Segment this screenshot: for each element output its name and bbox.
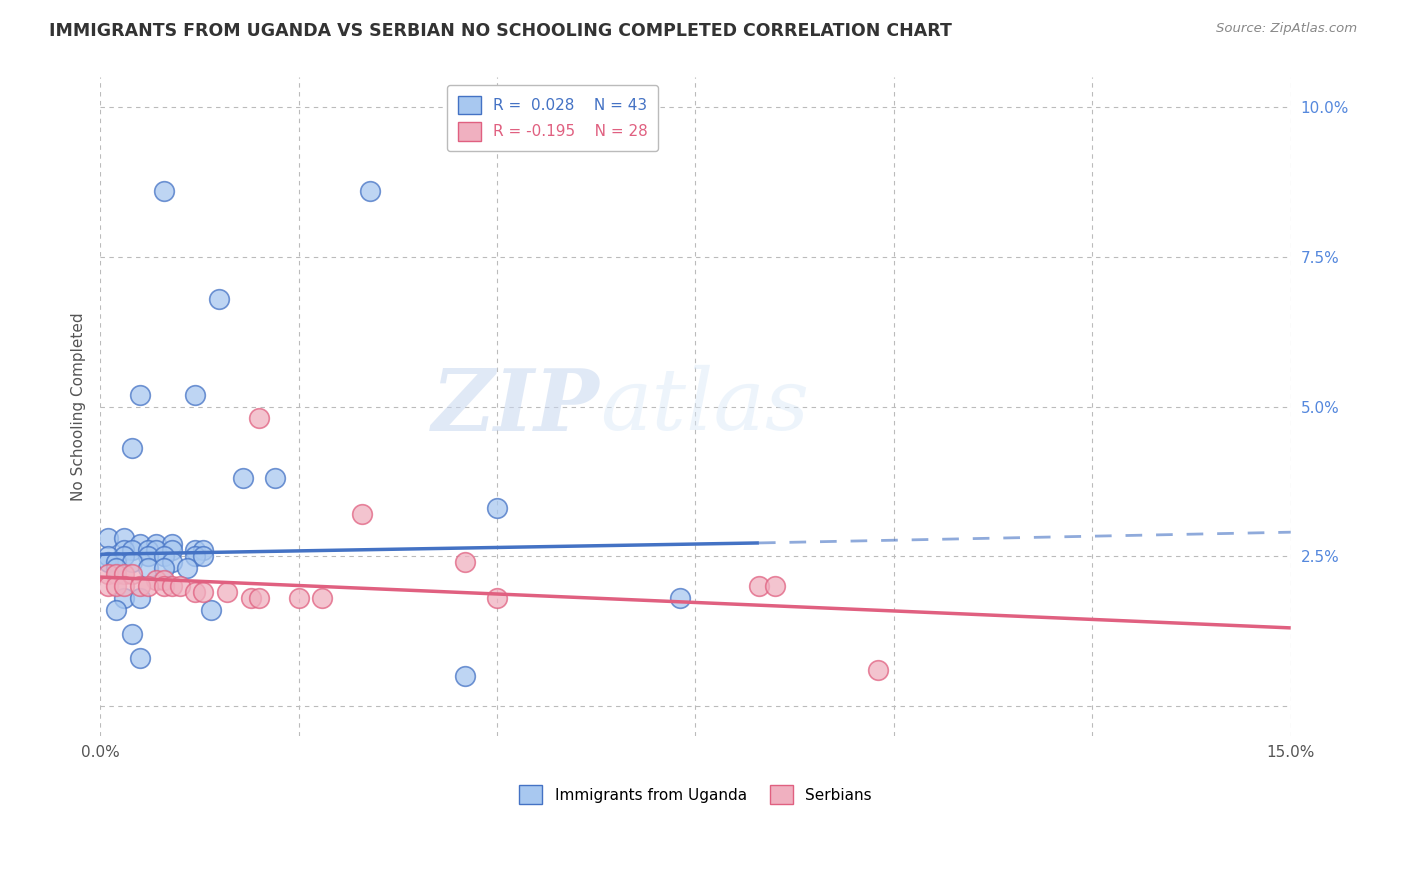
Point [128, 650, 150, 665]
Point [97, 579, 120, 593]
Point [121, 555, 143, 569]
Point [121, 567, 143, 582]
Point [97, 555, 120, 569]
Point [128, 591, 150, 605]
Point [145, 573, 167, 587]
Point [169, 579, 191, 593]
Point [485, 501, 508, 516]
Point [239, 591, 262, 605]
Point [160, 537, 183, 551]
Point [112, 549, 135, 563]
Point [105, 567, 128, 582]
Point [160, 579, 183, 593]
Point [121, 627, 143, 641]
Point [97, 567, 120, 582]
Point [184, 387, 207, 401]
Point [176, 561, 198, 575]
Y-axis label: No Schooling Completed: No Schooling Completed [72, 312, 86, 500]
Point [866, 663, 889, 677]
Point [97, 531, 120, 545]
Point [152, 184, 174, 198]
Point [112, 543, 135, 558]
Point [485, 591, 508, 605]
Point [232, 471, 254, 485]
Point [359, 184, 381, 198]
Point [193, 585, 215, 599]
Point [184, 585, 207, 599]
Point [112, 579, 135, 593]
Point [160, 555, 183, 569]
Point [136, 543, 159, 558]
Point [105, 561, 128, 575]
Text: atlas: atlas [600, 365, 810, 448]
Point [193, 543, 215, 558]
Point [217, 585, 239, 599]
Point [145, 543, 167, 558]
Point [128, 579, 150, 593]
Point [105, 603, 128, 617]
Point [136, 561, 159, 575]
Point [184, 549, 207, 563]
Point [112, 591, 135, 605]
Point [160, 543, 183, 558]
Point [152, 573, 174, 587]
Point [311, 591, 333, 605]
Point [136, 549, 159, 563]
Point [145, 537, 167, 551]
Text: Source: ZipAtlas.com: Source: ZipAtlas.com [1216, 22, 1357, 36]
Point [247, 591, 270, 605]
Point [287, 591, 309, 605]
Point [152, 549, 174, 563]
Point [763, 579, 786, 593]
Point [112, 567, 135, 582]
Point [748, 579, 770, 593]
Point [454, 669, 477, 683]
Point [97, 549, 120, 563]
Point [184, 543, 207, 558]
Point [136, 579, 159, 593]
Point [121, 442, 143, 456]
Point [208, 292, 231, 306]
Point [352, 507, 374, 521]
Point [105, 555, 128, 569]
Point [128, 537, 150, 551]
Point [193, 549, 215, 563]
Point [247, 411, 270, 425]
Point [263, 471, 285, 485]
Point [200, 603, 222, 617]
Point [128, 387, 150, 401]
Point [105, 579, 128, 593]
Legend: Immigrants from Uganda, Serbians: Immigrants from Uganda, Serbians [510, 776, 880, 814]
Text: IMMIGRANTS FROM UGANDA VS SERBIAN NO SCHOOLING COMPLETED CORRELATION CHART: IMMIGRANTS FROM UGANDA VS SERBIAN NO SCH… [49, 22, 952, 40]
Point [121, 543, 143, 558]
Point [152, 561, 174, 575]
Point [152, 579, 174, 593]
Point [112, 531, 135, 545]
Text: ZIP: ZIP [432, 365, 600, 449]
Point [668, 591, 690, 605]
Point [454, 555, 477, 569]
